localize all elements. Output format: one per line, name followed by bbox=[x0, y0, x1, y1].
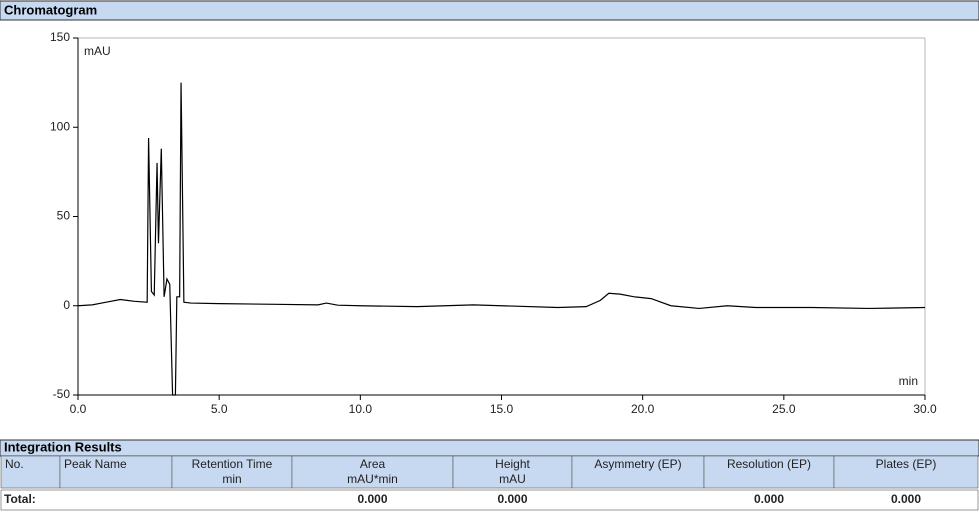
total-height: 0.000 bbox=[497, 492, 527, 506]
x-axis-label: min bbox=[899, 374, 918, 388]
x-tick-label: 5.0 bbox=[211, 402, 228, 416]
x-tick-label: 10.0 bbox=[349, 402, 373, 416]
column-unit: mAU bbox=[499, 472, 526, 486]
column-unit: min bbox=[222, 472, 241, 486]
y-tick-label: -50 bbox=[53, 387, 71, 401]
header-cell bbox=[0, 455, 61, 489]
total-label: Total: bbox=[4, 492, 36, 506]
column-header: Plates (EP) bbox=[876, 457, 937, 471]
header-cell bbox=[703, 455, 835, 489]
column-unit: mAU*min bbox=[347, 472, 398, 486]
header-cell bbox=[833, 455, 979, 489]
column-header: No. bbox=[5, 457, 24, 471]
y-tick-label: 100 bbox=[50, 119, 70, 133]
total-plates: 0.000 bbox=[891, 492, 921, 506]
y-axis-label: mAU bbox=[84, 44, 111, 58]
trace bbox=[78, 82, 926, 396]
y-tick-label: 150 bbox=[50, 30, 70, 44]
header-bar bbox=[0, 0, 979, 21]
column-header: Asymmetry (EP) bbox=[594, 457, 681, 471]
column-header: Retention Time bbox=[192, 457, 273, 471]
header-cell bbox=[291, 455, 454, 489]
x-tick-label: 25.0 bbox=[772, 402, 796, 416]
y-tick-label: 50 bbox=[57, 209, 71, 223]
column-header: Resolution (EP) bbox=[727, 457, 811, 471]
x-tick-label: 0.0 bbox=[70, 402, 87, 416]
y-tick-label: 0 bbox=[63, 298, 70, 312]
x-tick-label: 30.0 bbox=[913, 402, 937, 416]
header-cell bbox=[59, 455, 173, 489]
x-tick-label: 15.0 bbox=[490, 402, 514, 416]
column-header: Height bbox=[495, 457, 530, 471]
chart-title: Chromatogram bbox=[4, 2, 97, 17]
table-title: Integration Results bbox=[4, 439, 122, 454]
total-row bbox=[0, 489, 979, 511]
total-area: 0.000 bbox=[357, 492, 387, 506]
header-cell bbox=[171, 455, 293, 489]
column-header: Peak Name bbox=[64, 457, 127, 471]
plot-frame bbox=[77, 37, 926, 396]
column-header: Area bbox=[360, 457, 386, 471]
header-bar bbox=[0, 439, 979, 457]
total-resolution: 0.000 bbox=[754, 492, 784, 506]
x-tick-label: 20.0 bbox=[631, 402, 655, 416]
header-cell bbox=[571, 455, 705, 489]
